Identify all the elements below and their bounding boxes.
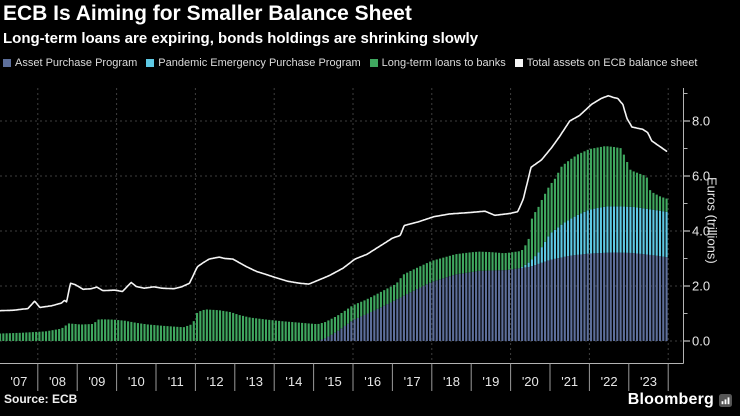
x-year-label: '17 <box>404 374 421 389</box>
x-year-label: '15 <box>325 374 342 389</box>
legend-swatch-icon <box>514 59 523 67</box>
x-year-label: '22 <box>601 374 618 389</box>
y-tick-label: 4.0 <box>692 224 710 239</box>
legend-item-label: Pandemic Emergency Purchase Program <box>158 57 361 69</box>
legend-item-2: Long-term loans to banks <box>369 57 506 69</box>
x-year-label: '23 <box>640 374 657 389</box>
axes: 0.0 2.0 4.0 6.0 8.0 '07 '08 '09 '10 '11 '12 '13 '14 '… <box>0 88 710 391</box>
chart-subtitle: Long-term loans are expiring, bonds hold… <box>3 30 479 47</box>
y-tick-label: 8.0 <box>692 114 710 129</box>
legend-item-1: Pandemic Emergency Purchase Program <box>146 57 361 69</box>
legend-swatch-icon <box>3 59 11 67</box>
chart-title: ECB Is Aiming for Smaller Balance Sheet <box>3 2 412 25</box>
y-tick-label: 6.0 <box>692 169 710 184</box>
x-year-label: '12 <box>207 374 224 389</box>
bloomberg-chart-icon <box>719 393 732 407</box>
y-axis-title: Euros (trillions) <box>704 176 720 264</box>
legend-item-3: Total assets on ECB balance sheet <box>514 57 698 69</box>
legend-swatch-icon <box>369 59 378 67</box>
source-label: Source: ECB <box>4 392 78 406</box>
bars-layer <box>0 146 668 342</box>
legend: Asset Purchase Program Pandemic Emergency… <box>3 57 697 69</box>
legend-item-0: Asset Purchase Program <box>3 57 137 69</box>
legend-swatch-icon <box>146 59 155 67</box>
x-year-label: '21 <box>561 374 578 389</box>
x-year-label: '10 <box>128 374 145 389</box>
x-year-label: '11 <box>168 374 184 389</box>
x-year-label: '08 <box>49 374 66 389</box>
total-assets-line <box>0 94 668 312</box>
x-year-label: '20 <box>522 374 539 389</box>
x-year-label: '19 <box>482 374 499 389</box>
x-year-label: '14 <box>285 374 302 389</box>
y-tick-label: 0.0 <box>692 334 710 349</box>
legend-item-label: Total assets on ECB balance sheet <box>526 57 698 69</box>
x-year-label: '13 <box>246 374 263 389</box>
x-year-label: '07 <box>10 374 27 389</box>
y-tick-label: 2.0 <box>692 279 710 294</box>
bloomberg-logo: Bloomberg <box>628 391 732 409</box>
x-year-label: '18 <box>443 374 460 389</box>
x-year-label: '09 <box>88 374 105 389</box>
bloomberg-wordmark: Bloomberg <box>627 391 714 408</box>
legend-item-label: Asset Purchase Program <box>15 57 138 69</box>
x-year-label: '16 <box>364 374 381 389</box>
legend-item-label: Long-term loans to banks <box>381 57 506 69</box>
